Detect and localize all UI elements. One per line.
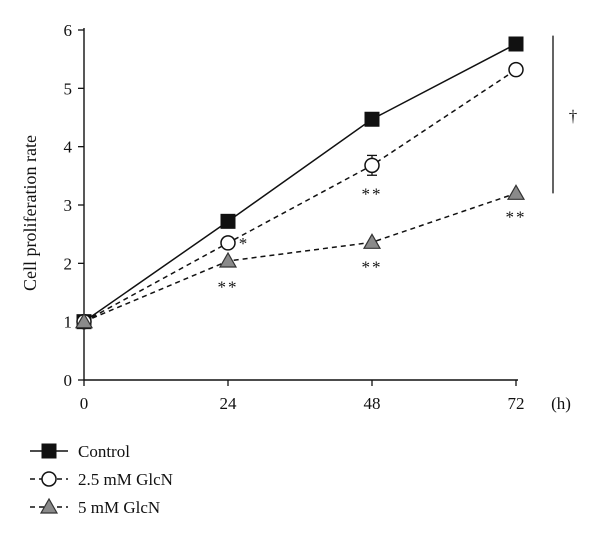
series-line-0 [83, 43, 517, 323]
plot-area: *********† [74, 35, 578, 330]
legend-marker-square [41, 443, 57, 459]
y-axis-label: Cell proliferation rate [20, 135, 40, 291]
x-tick-label: 0 [80, 394, 89, 413]
significance-mark: ** [218, 278, 239, 297]
series-line-1 [83, 69, 517, 323]
series-line-2 [83, 192, 517, 323]
y-tick-label: 2 [64, 254, 73, 273]
data-point-circle [220, 235, 236, 251]
data-point-square [220, 213, 236, 229]
significance-mark: ** [362, 257, 383, 276]
data-point-circle [508, 61, 524, 78]
y-tick-label: 6 [64, 21, 73, 40]
y-tick-label: 0 [64, 371, 73, 390]
significance-mark: ** [506, 208, 527, 227]
data-point-square [364, 111, 380, 127]
x-axis-unit: (h) [551, 394, 571, 413]
data-point-triangle [218, 251, 238, 268]
dagger-symbol: † [569, 107, 578, 126]
y-tick-label: 1 [64, 313, 73, 332]
x-tick-label: 48 [364, 394, 381, 413]
legend-label: Control [78, 442, 130, 461]
data-point-triangle [362, 233, 382, 249]
data-point-triangle [74, 312, 94, 329]
significance-mark: * [239, 234, 250, 253]
legend-marker-triangle [39, 497, 59, 514]
x-tick-label: 24 [220, 394, 238, 413]
data-point-circle [364, 157, 380, 174]
legend-label: 5 mM GlcN [78, 498, 160, 517]
axes: 0 1 2 3 4 5 6 0 24 48 72 (h) Cell proliferation rate [20, 21, 571, 413]
y-tick-label: 5 [64, 79, 73, 98]
data-point-square [508, 36, 524, 52]
data-point-triangle [506, 184, 526, 200]
x-tick-label: 72 [508, 394, 525, 413]
legend-label: 2.5 mM GlcN [78, 470, 173, 489]
legend: Control 2.5 mM GlcN 5 mM GlcN [30, 442, 173, 517]
significance-mark: ** [362, 184, 383, 203]
y-tick-label: 4 [64, 138, 73, 157]
y-tick-label: 3 [64, 196, 73, 215]
legend-marker-circle [41, 471, 57, 487]
